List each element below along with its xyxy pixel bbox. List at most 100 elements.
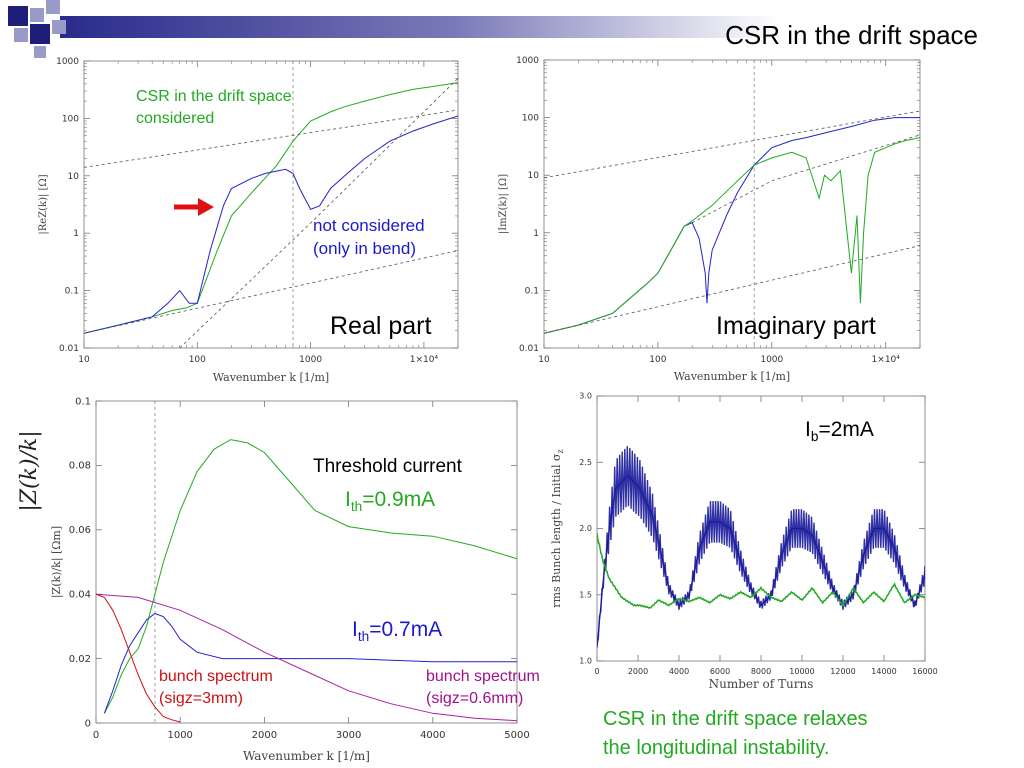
y-tick-label: 0.1 [525, 286, 539, 296]
series-line-0 [84, 82, 458, 334]
panel-label-real: Real part [330, 312, 432, 340]
y-tick-label: 1000 [56, 57, 79, 67]
ith-blue-main: I [352, 618, 358, 641]
ith-green-main: I [345, 488, 351, 511]
y-axis-label: |ReZ(k)| [Ω] [38, 174, 49, 234]
y-tick-label: 1 [73, 229, 79, 239]
chart-zk: 0 1000 2000 3000 4000 5000 0 0.02 0.04 0.06 0.08 0.… [17, 396, 530, 763]
annotation-ith-green: Ith=0.9mA [345, 488, 435, 514]
series-line-3 [96, 593, 517, 722]
dashed-reference-line [84, 250, 458, 334]
slide-title: CSR in the drift space [725, 20, 978, 50]
series-line-1 [544, 137, 920, 334]
ith-blue-sub: th [357, 629, 370, 645]
x-tick-label: 1000 [760, 355, 783, 365]
annotation-bunch-spectrum-06mm: bunch spectrum (sigz=0.6mm) [426, 668, 540, 707]
series-line-1 [597, 534, 925, 609]
ib-sub: b [810, 429, 819, 445]
header-square [30, 24, 50, 44]
x-axis-label: Wavenumber k [1/m] [213, 371, 329, 384]
annotation-threshold: Threshold current [313, 456, 462, 477]
y-axis-label: rms Bunch length / Initial σz [550, 449, 565, 607]
x-tick-label: 4000 [420, 730, 445, 741]
y-tick-label: 0.08 [69, 461, 91, 472]
y-axis-label: |ImZ(k)| [Ω] [498, 174, 509, 234]
annotation-ib: Ib=2mA [805, 418, 874, 444]
x-axis-label: Wavenumber k [1/m] [674, 370, 790, 383]
x-tick-label: 3000 [336, 730, 361, 741]
y-axis-label-subscript: z [556, 449, 565, 453]
ith-green-value: =0.9mA [362, 488, 436, 511]
panel-label-imaginary: Imaginary part [716, 312, 876, 340]
x-tick-label: 2000 [628, 667, 648, 676]
y-tick-label: 100 [62, 114, 79, 124]
x-tick-label: 10000 [789, 667, 814, 676]
series-line-0 [103, 439, 517, 714]
x-tick-label: 100 [189, 355, 206, 365]
y-tick-label: 0.01 [59, 344, 79, 354]
chart-bunch: 0 2000 4000 6000 8000 10000 12000 14000 16000 1.0… [550, 392, 938, 691]
y-axis-big-label: |Z(k)/k| [17, 430, 42, 511]
y-tick-label: 0 [85, 718, 91, 729]
x-tick-label: 16000 [912, 667, 937, 676]
conclusion-text: CSR in the drift space relaxes the longi… [603, 708, 868, 759]
series-line-2 [96, 593, 181, 723]
plot-frame [543, 59, 921, 349]
x-axis-label: Number of Turns [709, 677, 814, 691]
x-tick-label: 6000 [710, 667, 730, 676]
y-tick-label: 0.02 [69, 654, 91, 665]
y-tick-label: 0.04 [69, 590, 91, 601]
y-tick-label: 0.01 [519, 344, 539, 354]
x-tick-label: 4000 [669, 667, 689, 676]
series-line-0 [597, 474, 925, 648]
series-band-0 [597, 446, 925, 644]
annotation-ith-blue: Ith=0.7mA [352, 618, 442, 644]
y-tick-label: 1.5 [579, 590, 592, 599]
dashed-reference-line [692, 134, 920, 224]
x-tick-label: 5000 [504, 730, 529, 741]
header-square [14, 28, 28, 42]
y-tick-label: 10 [68, 172, 80, 182]
header-square [52, 20, 66, 34]
x-tick-label: 1×10⁴ [410, 355, 439, 365]
x-tick-label: 8000 [751, 667, 771, 676]
y-tick-label: 2.0 [579, 524, 592, 533]
ib-main: I [805, 418, 811, 441]
y-axis-label: |Z(k)/k| [Ωm] [50, 526, 64, 598]
y-tick-label: 100 [522, 114, 539, 124]
y-tick-label: 0.1 [75, 396, 91, 407]
header-square [46, 0, 60, 14]
chart-real: 10 100 1000 1×10⁴ 0.01 0.1 1 10 100 1000 Wavenumbe… [38, 57, 459, 384]
series-line-1 [103, 612, 517, 714]
x-tick-label: 10 [538, 355, 550, 365]
y-tick-label: 1.0 [579, 657, 592, 666]
y-tick-label: 2.5 [579, 458, 592, 467]
y-tick-label: 0.06 [69, 525, 91, 536]
red-arrow-icon [174, 198, 214, 216]
plot-frame [83, 60, 459, 349]
y-tick-label: 1 [533, 229, 539, 239]
header-square [8, 6, 28, 26]
x-tick-label: 12000 [830, 667, 855, 676]
x-tick-label: 1000 [167, 730, 192, 741]
header-decoration [8, 0, 780, 58]
annotation-not-considered: not considered (only in bend) [313, 216, 425, 258]
dashed-reference-line [544, 110, 920, 179]
dashed-reference-line [544, 245, 920, 334]
ith-green-sub: th [350, 499, 363, 515]
annotation-csr-considered: CSR in the drift space considered [136, 88, 292, 127]
y-tick-label: 10 [528, 171, 540, 181]
x-tick-label: 1×10⁴ [872, 355, 901, 365]
header-square [30, 8, 44, 22]
ith-blue-value: =0.7mA [369, 618, 443, 641]
x-tick-label: 14000 [871, 667, 896, 676]
x-tick-label: 10 [78, 355, 90, 365]
x-axis-label: Wavenumber k [1/m] [243, 749, 370, 763]
plot-frame [95, 400, 518, 724]
y-tick-label: 1000 [516, 56, 539, 66]
x-tick-label: 0 [93, 730, 99, 741]
x-tick-label: 2000 [252, 730, 277, 741]
series-line-0 [544, 117, 920, 334]
chart-imag: 10 100 1000 1×10⁴ 0.01 0.1 1 10 100 1000 Wavenumbe… [498, 56, 921, 383]
